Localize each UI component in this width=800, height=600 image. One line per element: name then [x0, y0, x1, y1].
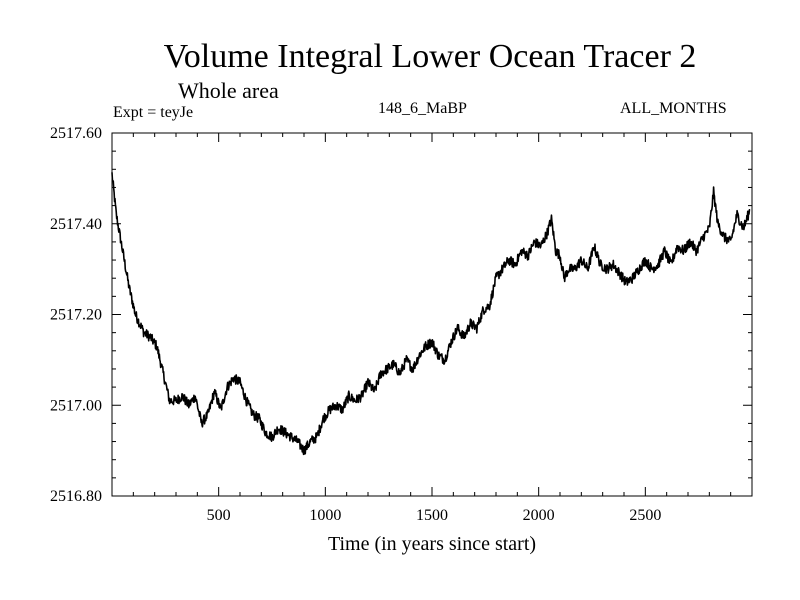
x-tick-label: 2000 — [523, 507, 555, 524]
y-tick-label: 2516.80 — [50, 488, 102, 505]
y-tick-label: 2517.60 — [50, 125, 102, 142]
axis-ticks — [112, 133, 752, 496]
experiment-label: Expt = teyJe — [113, 104, 194, 121]
series-layer — [111, 172, 751, 456]
x-tick-label: 500 — [207, 507, 231, 524]
plot-frame — [111, 132, 753, 497]
chart-title: Volume Integral Lower Ocean Tracer 2 — [163, 38, 697, 75]
series-line — [111, 172, 751, 456]
y-tick-label: 2517.00 — [50, 397, 102, 414]
axis-tick-labels: 500 1000 1500 2000 2500 2516.80 2517.00 2517.20… — [50, 125, 661, 524]
months-label: ALL_MONTHS — [620, 100, 727, 117]
y-tick-label: 2517.40 — [50, 216, 102, 233]
x-tick-label: 1500 — [416, 507, 448, 524]
chart-subtitle: Whole area — [178, 78, 279, 103]
x-tick-label: 1000 — [309, 507, 341, 524]
x-axis-label: Time (in years since start) — [328, 533, 536, 555]
x-tick-label: 2500 — [629, 507, 661, 524]
period-label: 148_6_MaBP — [378, 100, 467, 117]
y-tick-label: 2517.20 — [50, 307, 102, 324]
